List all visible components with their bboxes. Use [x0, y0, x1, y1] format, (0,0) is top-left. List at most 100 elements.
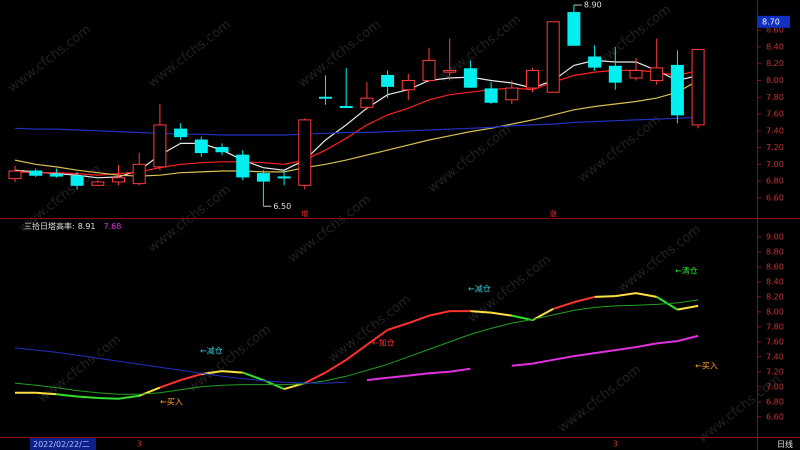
y-tick-label: 8.80 — [766, 247, 784, 256]
y-tick-label: 6.80 — [766, 397, 784, 406]
candle-body — [339, 105, 353, 108]
candle-body — [608, 65, 622, 83]
signal-annotation: ←减仓 — [200, 346, 223, 356]
candle-body — [650, 67, 664, 81]
indicator-segment — [345, 344, 368, 361]
indicator-segment — [635, 292, 657, 298]
indicator-line — [366, 334, 699, 382]
indicator-line — [14, 347, 347, 384]
annotation-label: 6.50 — [273, 202, 291, 211]
month-mark: 3 — [613, 440, 618, 449]
indicator-segment — [552, 301, 575, 310]
indicator-segment — [77, 395, 98, 400]
indicator-line — [14, 79, 699, 177]
indicator-segment — [677, 304, 699, 311]
candle-body — [443, 69, 457, 73]
candle-body — [132, 163, 146, 185]
indicator-segment — [221, 370, 243, 374]
candle-body — [691, 48, 705, 126]
candle-body — [319, 96, 332, 99]
y-tick-label: 7.60 — [766, 110, 784, 119]
indicator-segment — [428, 310, 450, 317]
y-tick-label: 8.20 — [766, 59, 784, 68]
candle-body — [298, 119, 312, 186]
y-tick-label: 7.80 — [766, 93, 784, 102]
indicator-segment — [97, 397, 119, 400]
candle-body — [401, 79, 415, 91]
indicator-value: 8.91 — [78, 222, 96, 231]
signal-annotation: ←买入 — [160, 398, 183, 407]
candle-body — [91, 181, 105, 186]
period[interactable]: 日线 — [777, 439, 793, 449]
signal-annotation: ←加仓 — [372, 338, 395, 348]
candle-body — [505, 87, 519, 101]
candle-body — [277, 176, 291, 179]
cursor-date: 2022/02/22/二 — [33, 440, 90, 449]
candle-body — [670, 64, 684, 116]
y-tick-label: 9.00 — [766, 232, 784, 241]
indicator-segment — [159, 379, 181, 389]
candle-body — [174, 128, 188, 138]
indicator-segment — [407, 314, 430, 325]
y-tick-label: 7.40 — [766, 352, 784, 361]
indicator-segment — [324, 358, 347, 374]
indicator-segment — [490, 311, 512, 317]
y-tick-label: 7.00 — [766, 160, 784, 169]
candle-body — [567, 12, 581, 46]
indicator-segment — [304, 371, 326, 384]
y-tick-label: 7.40 — [766, 126, 784, 135]
y-tick-label: 8.40 — [766, 42, 784, 51]
candle-body — [360, 97, 374, 108]
indicator-segment — [35, 391, 57, 396]
candle-body — [236, 154, 250, 178]
candle-body — [463, 68, 477, 88]
candle-body — [194, 139, 208, 154]
candle-body — [215, 147, 229, 153]
y-tick-label: 8.60 — [766, 26, 784, 35]
indicator-segment — [511, 314, 533, 322]
signal-annotation: ←买入 — [695, 362, 718, 371]
indicator-segment — [594, 295, 616, 298]
indicator-segment — [118, 394, 140, 400]
candle-body — [256, 173, 270, 182]
candle-body — [629, 69, 643, 79]
y-tick-label: 8.00 — [766, 76, 784, 85]
y-tick-label: 8.40 — [766, 277, 784, 286]
y-tick-label: 8.00 — [766, 307, 784, 316]
candle-body — [153, 124, 167, 168]
candle-body — [422, 59, 436, 81]
y-tick-label: 7.60 — [766, 337, 784, 346]
candle-body — [112, 177, 125, 183]
signal-marker: 增 — [301, 209, 308, 218]
indicator-segment — [242, 371, 264, 382]
y-tick-label: 7.80 — [766, 322, 784, 331]
candle-body — [526, 69, 539, 89]
y-tick-label: 7.20 — [766, 367, 784, 376]
price-tag — [758, 15, 790, 28]
signal-annotation: ←清仓 — [675, 266, 698, 276]
y-tick-label: 6.80 — [766, 177, 784, 186]
indicator-value: 7.68 — [104, 222, 122, 231]
candle-body — [381, 74, 395, 87]
y-tick-label: 8.20 — [766, 292, 784, 301]
candle-body — [588, 56, 602, 68]
y-tick-label: 6.60 — [766, 412, 784, 421]
indicator-segment — [56, 393, 78, 398]
candle-body — [484, 88, 498, 103]
indicator-segment — [366, 329, 389, 346]
y-tick-label: 7.20 — [766, 143, 784, 152]
indicator-segment — [573, 295, 595, 304]
candle-body — [8, 170, 22, 180]
indicator-header: 三拾日塔高率: 8.91 7.68 — [24, 221, 121, 231]
signal-annotation: ←减仓 — [468, 284, 491, 294]
y-tick-label: 8.60 — [766, 262, 784, 271]
candle-body — [49, 173, 63, 177]
indicator-segment — [470, 310, 492, 314]
indicator-segment — [387, 322, 409, 331]
annotation-label: 8.90 — [584, 1, 602, 10]
candle-body — [70, 175, 84, 186]
indicator-name: 三拾日塔高率: — [24, 221, 75, 231]
y-tick-label: 6.60 — [766, 193, 784, 202]
